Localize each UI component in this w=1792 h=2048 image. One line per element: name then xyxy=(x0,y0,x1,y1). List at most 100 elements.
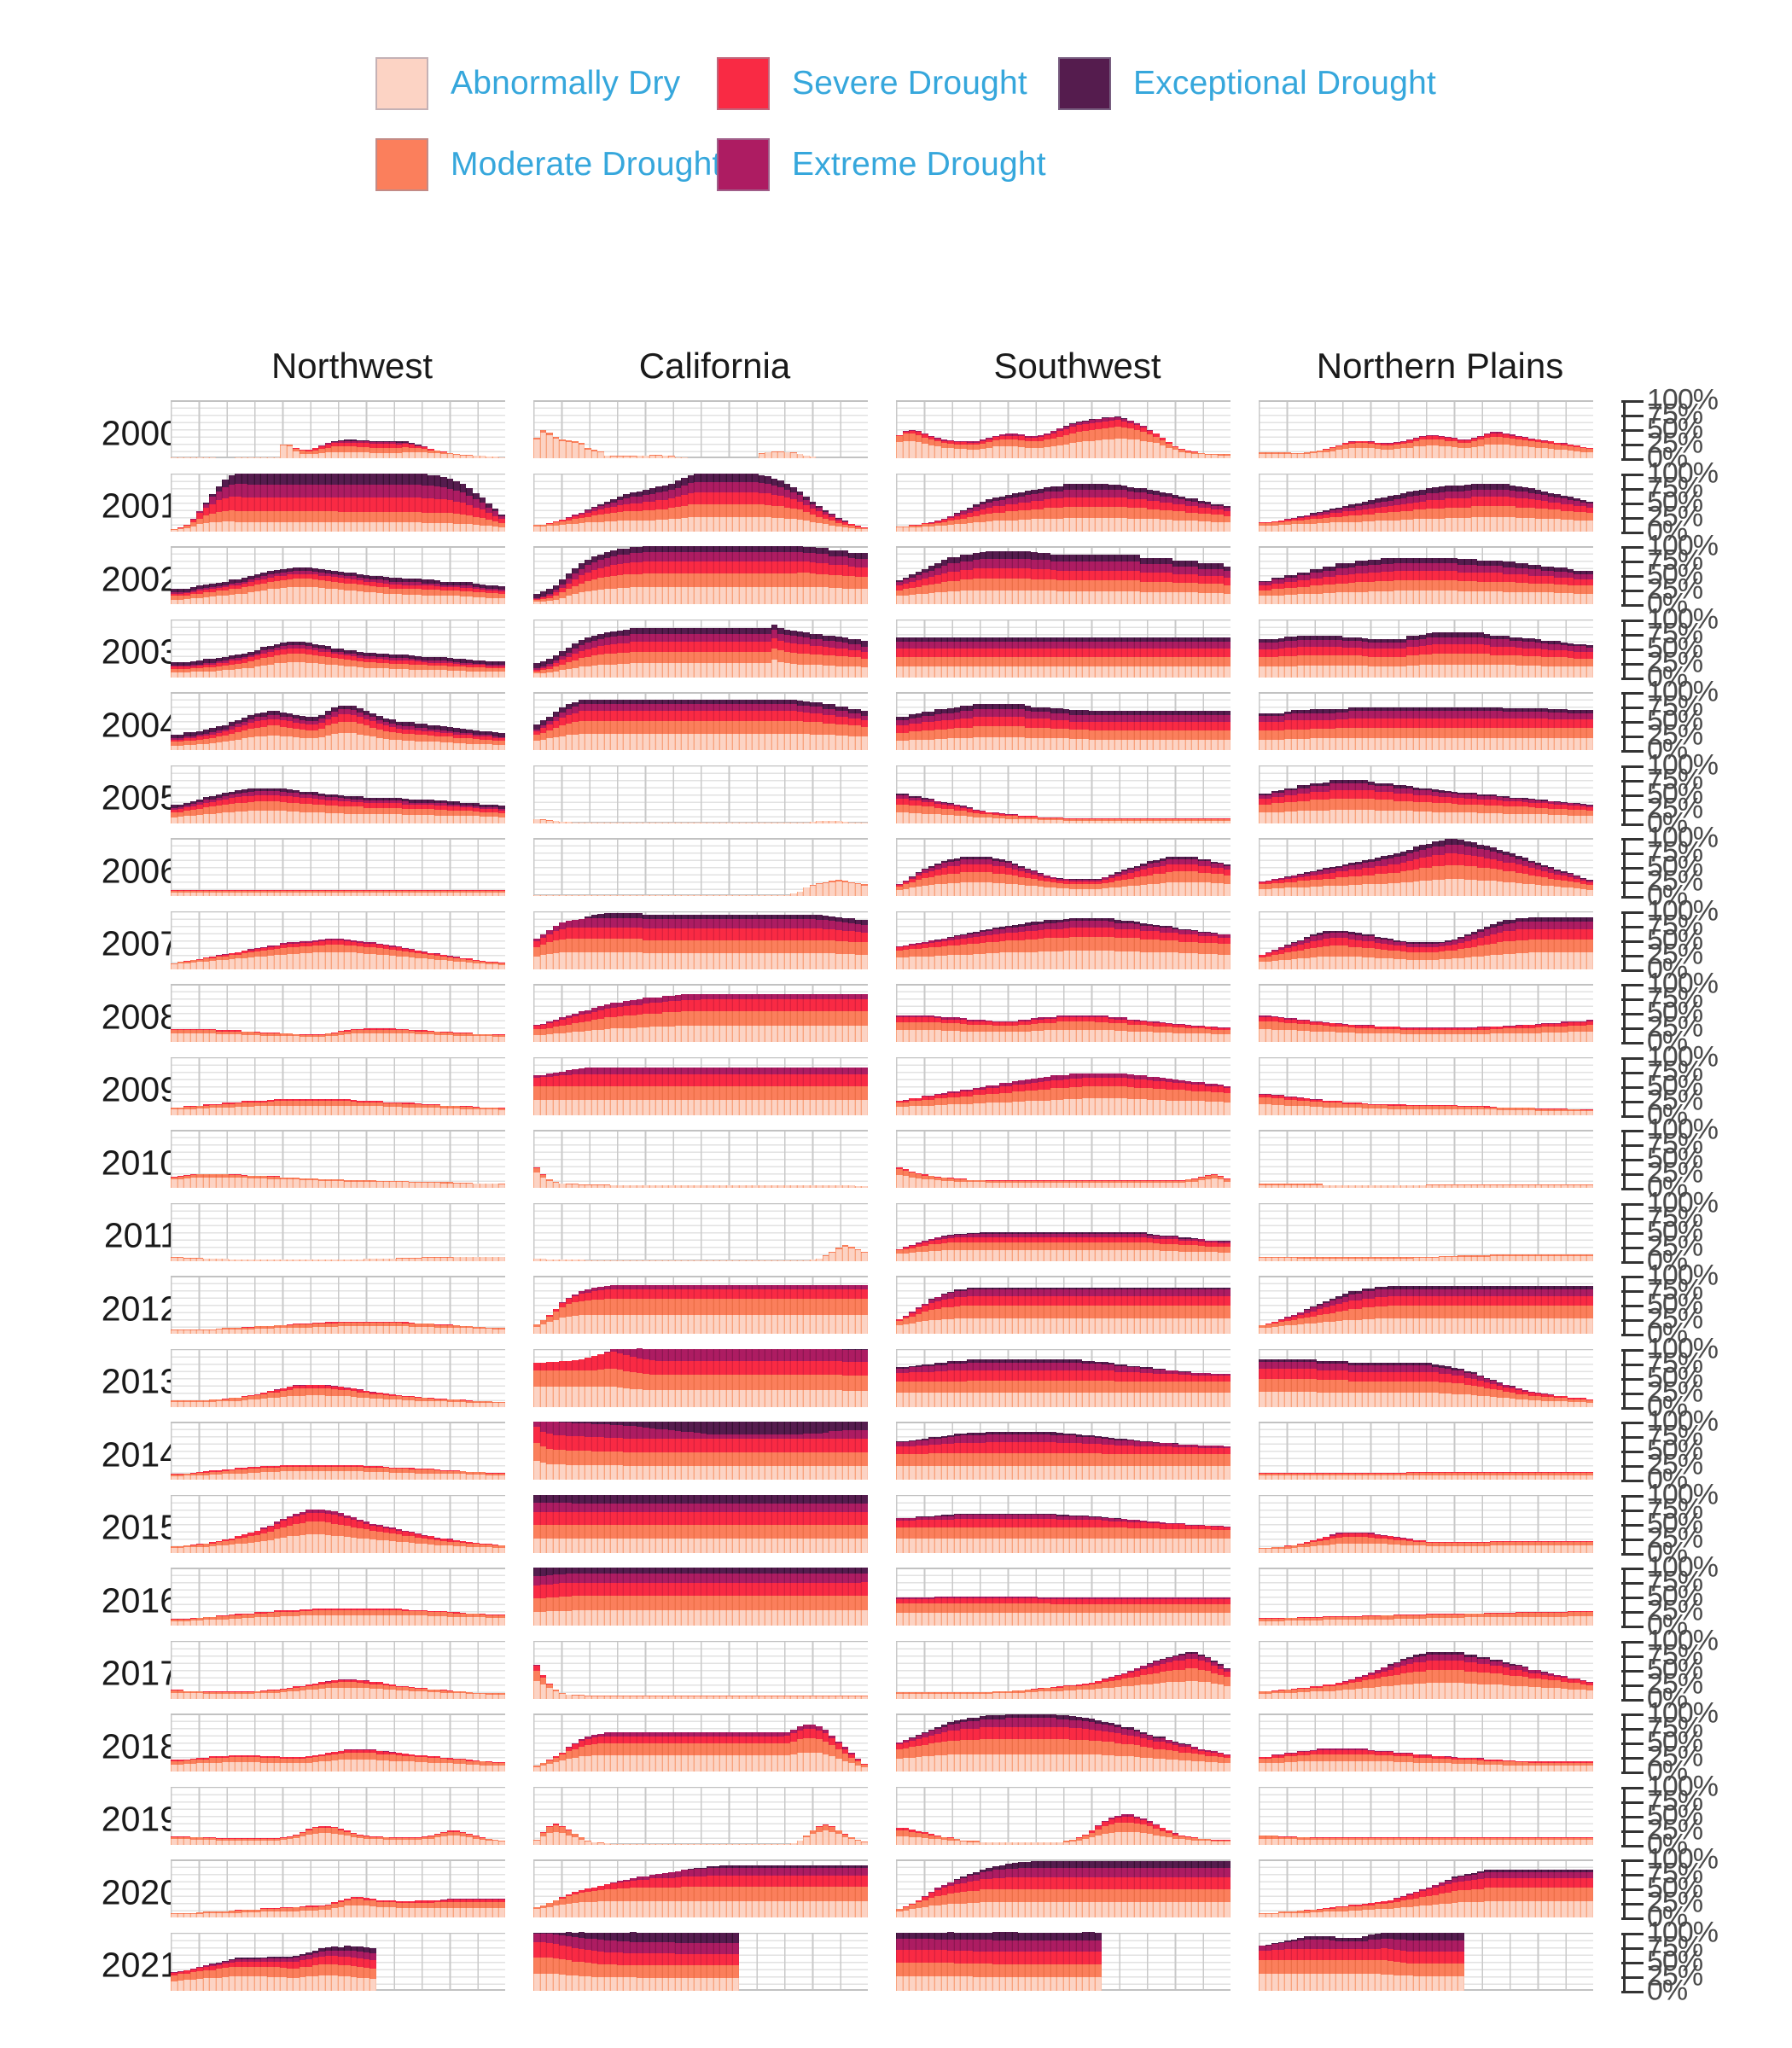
week-bar xyxy=(655,474,662,532)
week-bar xyxy=(376,473,383,532)
segment-extreme-drought xyxy=(1197,503,1205,509)
segment-abnormally-dry xyxy=(1044,666,1050,678)
segment-severe-drought xyxy=(196,665,203,668)
segment-abnormally-dry xyxy=(765,663,771,678)
segment-extreme-drought xyxy=(280,573,287,576)
segment-abnormally-dry xyxy=(209,522,216,532)
segment-severe-drought xyxy=(629,503,637,512)
drought-panel-california-2003[interactable] xyxy=(533,619,868,678)
week-bar xyxy=(783,400,791,458)
legend-item[interactable]: Severe Drought xyxy=(717,56,1058,110)
week-bar xyxy=(1056,400,1063,458)
drought-panel-northwest-2004[interactable] xyxy=(171,692,505,750)
week-bar xyxy=(546,620,553,678)
segment-severe-drought xyxy=(713,561,720,573)
segment-extreme-drought xyxy=(1516,435,1522,437)
segment-moderate-drought xyxy=(1528,583,1535,593)
week-bar xyxy=(472,546,480,604)
segment-exceptional-drought xyxy=(421,579,428,584)
segment-severe-drought xyxy=(700,642,707,652)
segment-exceptional-drought xyxy=(1211,637,1218,643)
week-bar xyxy=(1271,400,1278,458)
segment-exceptional-drought xyxy=(299,473,306,485)
segment-extreme-drought xyxy=(1018,496,1025,503)
segment-moderate-drought xyxy=(260,658,267,666)
segment-severe-drought xyxy=(395,584,403,589)
drought-panel-northwest-2002[interactable] xyxy=(171,546,505,604)
segment-moderate-drought xyxy=(389,447,396,453)
week-bar xyxy=(973,546,980,604)
segment-exceptional-drought xyxy=(661,485,669,492)
drought-panel-california-2004[interactable] xyxy=(533,692,868,750)
segment-extreme-drought xyxy=(395,442,403,445)
drought-panel-northern-plains-2003[interactable] xyxy=(1259,619,1593,678)
drought-panel-northwest-2003[interactable] xyxy=(171,619,505,678)
segment-extreme-drought xyxy=(896,582,903,586)
drought-panel-southwest-2002[interactable] xyxy=(896,546,1231,604)
drought-panel-northwest-2000[interactable] xyxy=(171,400,505,458)
segment-abnormally-dry xyxy=(402,668,409,678)
segment-moderate-drought xyxy=(395,511,403,523)
segment-moderate-drought xyxy=(1425,509,1433,519)
drought-panel-california-2000[interactable] xyxy=(533,400,868,458)
segment-exceptional-drought xyxy=(357,573,364,578)
segment-moderate-drought xyxy=(1399,444,1407,449)
segment-severe-drought xyxy=(1050,498,1057,509)
segment-abnormally-dry xyxy=(1120,666,1128,678)
segment-abnormally-dry xyxy=(1044,591,1050,604)
segment-exceptional-drought xyxy=(752,546,759,552)
segment-exceptional-drought xyxy=(428,724,434,730)
segment-moderate-drought xyxy=(183,526,190,529)
drought-panel-southwest-2001[interactable] xyxy=(896,473,1231,532)
drought-panel-california-2001[interactable] xyxy=(533,473,868,532)
week-bar xyxy=(597,546,604,604)
legend-item[interactable]: Moderate Drought xyxy=(375,137,721,191)
segment-extreme-drought xyxy=(235,484,241,497)
segment-abnormally-dry xyxy=(1102,517,1108,532)
week-bar xyxy=(324,473,332,532)
segment-moderate-drought xyxy=(428,665,434,671)
segment-extreme-drought xyxy=(1586,573,1593,579)
week-bar xyxy=(293,400,300,458)
legend-item[interactable]: Exceptional Drought xyxy=(1058,56,1436,110)
segment-extreme-drought xyxy=(1470,637,1478,645)
drought-panel-northwest-2001[interactable] xyxy=(171,473,505,532)
drought-panel-southwest-2000[interactable] xyxy=(896,400,1231,458)
drought-panel-northern-plains-2000[interactable] xyxy=(1259,400,1593,458)
segment-abnormally-dry xyxy=(668,663,675,678)
segment-abnormally-dry xyxy=(1348,591,1355,604)
segment-exceptional-drought xyxy=(1159,637,1167,643)
week-bar xyxy=(1197,620,1205,678)
segment-extreme-drought xyxy=(433,486,441,500)
segment-moderate-drought xyxy=(909,525,916,527)
segment-abnormally-dry xyxy=(1374,521,1382,532)
segment-exceptional-drought xyxy=(1050,486,1057,492)
segment-severe-drought xyxy=(552,591,560,596)
legend-item[interactable]: Abnormally Dry xyxy=(375,56,717,110)
segment-moderate-drought xyxy=(765,573,771,587)
drought-panel-california-2002[interactable] xyxy=(533,546,868,604)
week-bar xyxy=(1432,620,1439,678)
segment-extreme-drought xyxy=(591,508,598,511)
drought-panel-southwest-2003[interactable] xyxy=(896,619,1231,678)
segment-moderate-drought xyxy=(674,573,682,587)
segment-extreme-drought xyxy=(1451,437,1458,439)
segment-severe-drought xyxy=(415,730,422,736)
segment-extreme-drought xyxy=(1146,429,1154,432)
panel-cell xyxy=(171,689,533,762)
segment-moderate-drought xyxy=(1102,657,1108,667)
segment-exceptional-drought xyxy=(1120,637,1128,643)
segment-abnormally-dry xyxy=(247,457,254,458)
drought-panel-northern-plains-2001[interactable] xyxy=(1259,473,1593,532)
segment-abnormally-dry xyxy=(1133,591,1141,604)
segment-extreme-drought xyxy=(1483,566,1491,573)
drought-panel-northern-plains-2002[interactable] xyxy=(1259,546,1593,604)
segment-moderate-drought xyxy=(1011,511,1019,521)
segment-extreme-drought xyxy=(1374,503,1382,508)
segment-moderate-drought xyxy=(1496,436,1504,445)
legend-item[interactable]: Extreme Drought xyxy=(717,137,1058,191)
week-bar xyxy=(1341,474,1349,532)
segment-extreme-drought xyxy=(1031,435,1038,438)
segment-abnormally-dry xyxy=(603,456,611,458)
segment-extreme-drought xyxy=(1438,563,1446,572)
